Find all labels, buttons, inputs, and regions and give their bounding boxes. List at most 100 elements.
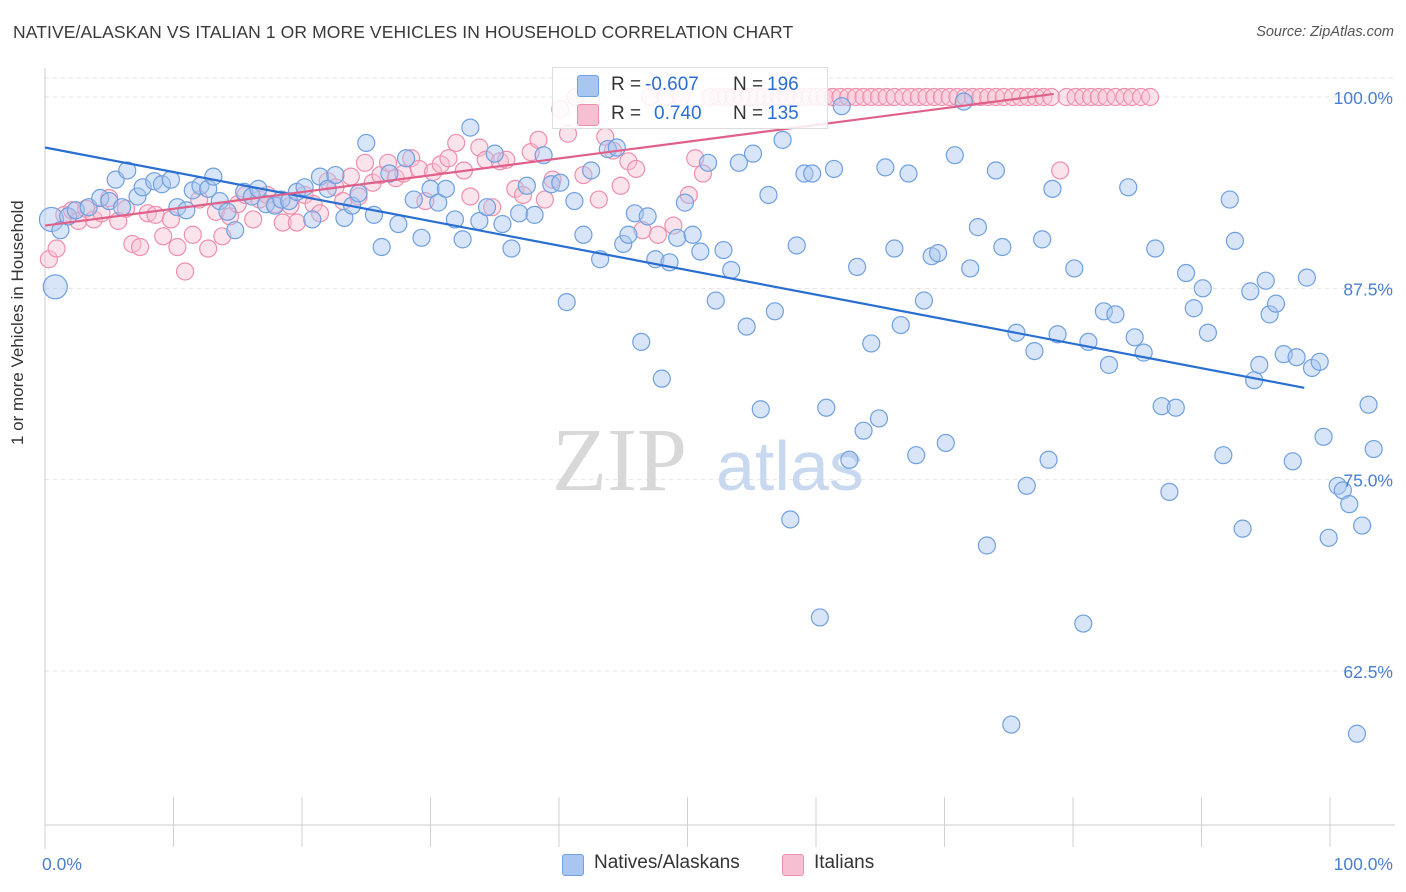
n-value: 196 bbox=[767, 74, 799, 95]
italians-point bbox=[483, 198, 502, 217]
natives-point bbox=[412, 228, 431, 247]
natives-point bbox=[1353, 516, 1372, 535]
natives-point bbox=[1297, 268, 1316, 287]
italians-point bbox=[146, 205, 165, 224]
natives-point bbox=[914, 291, 934, 310]
natives-point bbox=[1364, 439, 1383, 459]
natives-point bbox=[737, 317, 756, 336]
natives-point bbox=[1176, 263, 1196, 283]
natives-point bbox=[574, 225, 593, 244]
natives-point bbox=[1119, 178, 1138, 197]
natives-point bbox=[729, 153, 749, 172]
italians-point bbox=[183, 225, 202, 244]
italians-point bbox=[619, 152, 638, 171]
natives-point bbox=[1359, 395, 1378, 414]
natives-point bbox=[698, 153, 718, 172]
natives-point bbox=[510, 204, 529, 223]
natives-point bbox=[968, 218, 988, 237]
natives-point bbox=[1193, 279, 1212, 298]
natives-point bbox=[854, 421, 873, 440]
watermark: ZIP atlas bbox=[552, 411, 864, 510]
natives-point bbox=[668, 228, 687, 247]
italians-point bbox=[1074, 87, 1093, 107]
natives-point bbox=[614, 234, 633, 254]
natives-point bbox=[517, 176, 536, 195]
italians-point bbox=[244, 210, 263, 229]
italians-point bbox=[901, 87, 921, 107]
natives-point bbox=[1048, 325, 1067, 344]
correlation-legend: R = -0.607 N = 196 R = 0.740 N = 135 bbox=[552, 67, 828, 129]
italians-point bbox=[925, 87, 944, 107]
natives-point bbox=[765, 302, 784, 321]
natives-point bbox=[453, 230, 472, 249]
italians-point bbox=[846, 87, 865, 107]
natives-point bbox=[1260, 305, 1279, 324]
italians-point bbox=[626, 159, 646, 179]
italians-point bbox=[154, 227, 173, 246]
italians-point bbox=[932, 87, 952, 107]
natives-point bbox=[840, 450, 859, 469]
natives-legend-label: Natives/Alaskans bbox=[594, 852, 740, 873]
natives-point bbox=[1125, 328, 1144, 347]
italians-legend-label: Italians bbox=[814, 852, 875, 873]
natives-point bbox=[226, 221, 245, 240]
natives-point bbox=[891, 315, 910, 335]
natives-point bbox=[1287, 348, 1306, 367]
natives-point bbox=[1225, 231, 1245, 250]
natives-point bbox=[42, 274, 68, 300]
natives-point bbox=[675, 193, 695, 212]
grid-lines bbox=[45, 77, 1395, 672]
italians-point bbox=[693, 164, 713, 183]
natives-point bbox=[485, 144, 504, 163]
italians-point bbox=[529, 130, 548, 149]
natives-point bbox=[396, 149, 416, 168]
italians-point bbox=[831, 87, 850, 107]
italians-point bbox=[1003, 87, 1022, 107]
chart-title: NATIVE/ALASKAN VS ITALIAN 1 OR MORE VEHI… bbox=[13, 22, 794, 42]
natives-point bbox=[1250, 355, 1269, 374]
natives-point bbox=[683, 225, 702, 244]
italians-point bbox=[894, 87, 913, 107]
italians-point bbox=[854, 87, 873, 107]
italians-point bbox=[461, 187, 480, 206]
natives-point bbox=[1106, 305, 1125, 324]
italians-point bbox=[273, 213, 292, 232]
natives-point bbox=[404, 190, 423, 209]
natives-point bbox=[303, 210, 322, 229]
trend-lines bbox=[44, 92, 1305, 389]
italians-point bbox=[940, 87, 959, 107]
natives-point bbox=[619, 225, 638, 244]
watermark-atlas: atlas bbox=[716, 427, 864, 505]
italians-points bbox=[39, 87, 1160, 281]
italians-point bbox=[130, 237, 150, 257]
natives-point bbox=[1266, 294, 1286, 313]
natives-point bbox=[1099, 355, 1119, 374]
natives-point bbox=[557, 293, 576, 312]
natives-point bbox=[542, 175, 561, 194]
natives-point bbox=[372, 237, 391, 257]
natives-point bbox=[380, 164, 399, 183]
natives-point bbox=[743, 144, 763, 163]
y-tick-label: 87.5% bbox=[1343, 279, 1393, 299]
natives-point bbox=[204, 167, 223, 186]
natives-point bbox=[928, 244, 948, 263]
natives-point bbox=[706, 291, 725, 310]
x-tick-label-max: 100.0% bbox=[1334, 854, 1393, 874]
natives-point bbox=[907, 446, 926, 465]
natives-point bbox=[1094, 302, 1113, 321]
italians-point bbox=[439, 149, 458, 168]
natives-point bbox=[582, 161, 601, 180]
natives-point bbox=[1017, 476, 1036, 495]
natives-point bbox=[803, 164, 822, 183]
natives-point bbox=[1146, 239, 1165, 258]
x-tick-label-min: 0.0% bbox=[42, 854, 82, 874]
natives-point bbox=[525, 205, 544, 224]
natives-point bbox=[885, 239, 904, 258]
italians-point bbox=[589, 190, 608, 209]
natives-point bbox=[1233, 519, 1252, 538]
natives-point bbox=[1220, 190, 1239, 209]
tick-labels: 62.5% 75.0% 87.5% 100.0% 0.0% 100.0% bbox=[42, 88, 1393, 874]
natives-point bbox=[773, 130, 792, 149]
natives-point bbox=[421, 179, 440, 198]
italians-swatch bbox=[577, 104, 599, 126]
